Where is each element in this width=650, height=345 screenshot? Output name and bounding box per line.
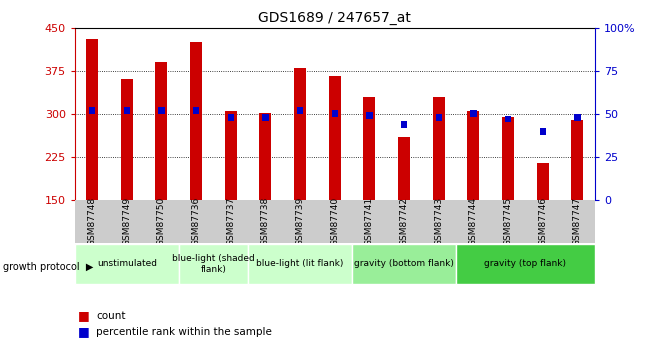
Bar xyxy=(121,79,133,200)
Bar xyxy=(575,114,580,121)
Bar xyxy=(124,107,130,114)
Text: ■: ■ xyxy=(78,309,90,322)
Text: count: count xyxy=(96,311,125,321)
Bar xyxy=(436,114,442,121)
Bar xyxy=(537,163,549,200)
Bar xyxy=(294,68,306,200)
Text: GSM87744: GSM87744 xyxy=(469,197,478,246)
Text: GSM87737: GSM87737 xyxy=(226,197,235,246)
Bar xyxy=(398,137,410,200)
Bar xyxy=(86,39,98,200)
Bar xyxy=(248,244,352,284)
Text: gravity (bottom flank): gravity (bottom flank) xyxy=(354,259,454,268)
Bar xyxy=(401,121,407,128)
Text: blue-light (shaded
flank): blue-light (shaded flank) xyxy=(172,254,255,274)
Bar xyxy=(329,77,341,200)
Bar xyxy=(193,107,199,114)
Bar xyxy=(263,114,268,121)
Bar xyxy=(89,107,95,114)
Bar xyxy=(190,42,202,200)
Title: GDS1689 / 247657_at: GDS1689 / 247657_at xyxy=(258,11,411,25)
Bar xyxy=(227,114,234,121)
Text: GSM87746: GSM87746 xyxy=(538,197,547,246)
Text: GSM87740: GSM87740 xyxy=(330,197,339,246)
Text: percentile rank within the sample: percentile rank within the sample xyxy=(96,327,272,337)
Text: GSM87739: GSM87739 xyxy=(296,197,305,246)
Text: GSM87745: GSM87745 xyxy=(504,197,513,246)
Bar xyxy=(467,111,480,200)
Bar xyxy=(179,244,248,284)
Text: GSM87738: GSM87738 xyxy=(261,197,270,246)
Bar xyxy=(433,97,445,200)
Bar xyxy=(297,107,303,114)
Text: GSM87741: GSM87741 xyxy=(365,197,374,246)
Bar xyxy=(225,111,237,200)
Bar xyxy=(159,107,164,114)
Bar xyxy=(505,116,511,122)
Text: GSM87743: GSM87743 xyxy=(434,197,443,246)
Bar xyxy=(502,117,514,200)
Bar xyxy=(540,128,546,135)
Text: unstimulated: unstimulated xyxy=(97,259,157,268)
Bar xyxy=(155,62,168,200)
Text: GSM87748: GSM87748 xyxy=(88,197,97,246)
Bar xyxy=(363,97,376,200)
Text: blue-light (lit flank): blue-light (lit flank) xyxy=(256,259,344,268)
Bar xyxy=(332,110,338,117)
Text: GSM87749: GSM87749 xyxy=(122,197,131,246)
Text: GSM87742: GSM87742 xyxy=(400,197,409,246)
Text: GSM87747: GSM87747 xyxy=(573,197,582,246)
Bar xyxy=(259,113,272,200)
Text: gravity (top flank): gravity (top flank) xyxy=(484,259,566,268)
Text: ■: ■ xyxy=(78,325,90,338)
Bar xyxy=(367,112,372,119)
Text: GSM87736: GSM87736 xyxy=(192,197,201,246)
Bar xyxy=(352,244,456,284)
Text: growth protocol  ▶: growth protocol ▶ xyxy=(3,263,94,272)
Bar xyxy=(571,120,584,200)
Bar xyxy=(75,244,179,284)
Bar xyxy=(471,110,476,117)
Text: GSM87750: GSM87750 xyxy=(157,197,166,246)
Bar xyxy=(456,244,595,284)
